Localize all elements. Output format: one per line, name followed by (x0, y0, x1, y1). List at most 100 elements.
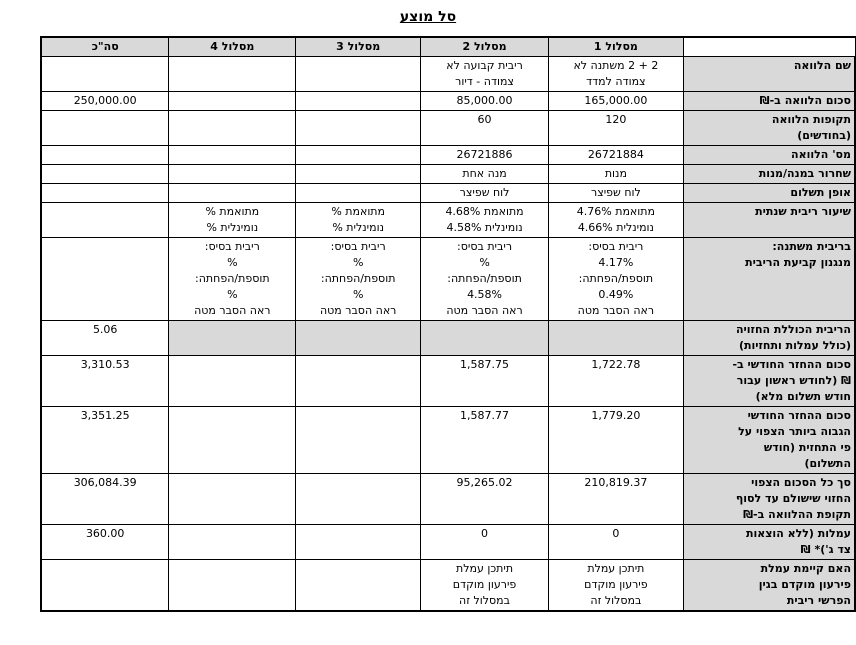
table-cell: ריבית בסיס: % תוספת/הפחתה: % ראה הסבר מט… (168, 237, 297, 321)
table-cell (168, 145, 297, 165)
table-cell: מנה אחת (420, 164, 549, 184)
table-header-row: מסלול 1 מסלול 2 מסלול 3 מסלול 4 סה"כ (40, 36, 856, 57)
table-cell (295, 91, 422, 111)
table-cell (295, 110, 422, 146)
row-label: בריבית משתנה: מנגנון קביעת הריבית (682, 237, 856, 321)
table-cell (40, 56, 170, 92)
table-cell: 3,310.53 (40, 355, 170, 407)
table-cell (295, 524, 422, 560)
table-cell (295, 355, 422, 407)
table-cell (168, 355, 297, 407)
header-track3: מסלול 3 (295, 36, 422, 57)
table-cell (168, 91, 297, 111)
table-cell (168, 559, 297, 612)
table-cell: 5.06 (40, 320, 170, 356)
table-cell: לוח שפיצר (547, 183, 684, 203)
row-loan-periods: תקופות הלוואה (בחודשים) 120 60 (40, 110, 856, 146)
table-cell: 95,265.02 (420, 473, 549, 525)
page-title: סל מוצע (399, 9, 457, 25)
table-cell (40, 237, 170, 321)
table-cell: 26721884 (547, 145, 684, 165)
row-label: מס' הלוואה (682, 145, 856, 165)
row-label: הריבית הכוללת החזויה (כולל עמלות ותחזיות… (682, 320, 856, 356)
table-cell (168, 473, 297, 525)
table-cell: 165,000.00 (547, 91, 684, 111)
table-cell-shaded (168, 320, 297, 356)
table-cell: ריבית בסיס: % תוספת/הפחתה: 4.58% ראה הסב… (420, 237, 549, 321)
table-cell: מתואמת 4.76% נומינלית 4.66% (547, 202, 684, 238)
table-cell: מתואמת % נומינלית % (295, 202, 422, 238)
row-monthly-repayment: סכום ההחזר החודשי ב- ₪ (לחודש ראשון עבור… (40, 355, 856, 407)
table-cell (40, 110, 170, 146)
row-total-expected-interest: הריבית הכוללת החזויה (כולל עמלות ותחזיות… (40, 320, 856, 356)
row-highest-monthly-repayment: סכום ההחזר החודשי הגבוה ביותר הצפוי על פ… (40, 406, 856, 474)
table-cell: 1,779.20 (547, 406, 684, 474)
header-track1: מסלול 1 (547, 36, 684, 57)
table-cell (40, 183, 170, 203)
row-label: עמלות (ללא הוצאות צד ג')* ₪ (682, 524, 856, 560)
table-cell (168, 524, 297, 560)
table-cell (295, 406, 422, 474)
table-cell (40, 559, 170, 612)
row-label: האם קיימת עמלת פירעון מוקדם בגין הפרשי ר… (682, 559, 856, 612)
row-loan-amount: סכום הלוואה ב-₪ 165,000.00 85,000.00 250… (40, 91, 856, 111)
table-cell: 60 (420, 110, 549, 146)
row-fees: עמלות (ללא הוצאות צד ג')* ₪ 0 0 360.00 (40, 524, 856, 560)
table-cell (295, 56, 422, 92)
row-label: אופן תשלום (682, 183, 856, 203)
table-cell: 1,587.75 (420, 355, 549, 407)
table-cell (40, 145, 170, 165)
row-label: סכום הלוואה ב-₪ (682, 91, 856, 111)
row-variable-rate-mechanism: בריבית משתנה: מנגנון קביעת הריבית ריבית … (40, 237, 856, 321)
table-cell (295, 164, 422, 184)
table-cell (40, 202, 170, 238)
header-corner-cell (682, 36, 856, 57)
table-cell: תיתכן עמלת פירעון מוקדם במסלול זה (420, 559, 549, 612)
table-cell (168, 406, 297, 474)
table-cell-shaded (547, 320, 684, 356)
table-cell: 210,819.37 (547, 473, 684, 525)
table-cell: תיתכן עמלת פירעון מוקדם במסלול זה (547, 559, 684, 612)
row-loan-number: מס' הלוואה 26721884 26721886 (40, 145, 856, 165)
table-cell (295, 473, 422, 525)
table-cell: 1,587.77 (420, 406, 549, 474)
table-cell: 1,722.78 (547, 355, 684, 407)
table-cell: 360.00 (40, 524, 170, 560)
table-cell: 250,000.00 (40, 91, 170, 111)
table-cell: מתואמת % נומינלית % (168, 202, 297, 238)
table-cell: 85,000.00 (420, 91, 549, 111)
table-cell: ריבית קבועה לא צמודה - דיור (420, 56, 549, 92)
table-cell: 3,351.25 (40, 406, 170, 474)
row-label: שחרור במנה/מנות (682, 164, 856, 184)
row-early-repayment-fee: האם קיימת עמלת פירעון מוקדם בגין הפרשי ר… (40, 559, 856, 612)
table-cell (168, 164, 297, 184)
row-label: שיעור ריבית שנתית (682, 202, 856, 238)
table-cell (168, 56, 297, 92)
header-track2: מסלול 2 (420, 36, 549, 57)
row-loan-name: שם הלוואה 2 + 2 משתנה לא צמודה למדד ריבי… (40, 56, 856, 92)
row-release-portions: שחרור במנה/מנות מנות מנה אחת (40, 164, 856, 184)
table-cell (295, 145, 422, 165)
header-total: סה"כ (40, 36, 170, 57)
table-cell: ריבית בסיס: % תוספת/הפחתה: % ראה הסבר מט… (295, 237, 422, 321)
table-cell (295, 183, 422, 203)
table-cell (168, 110, 297, 146)
table-cell: 2 + 2 משתנה לא צמודה למדד (547, 56, 684, 92)
table-cell: 0 (420, 524, 549, 560)
table-cell: ריבית בסיס: 4.17% תוספת/הפחתה: 0.49% ראה… (547, 237, 684, 321)
row-label: סך כל הסכום הצפוי החזוי שישולם עד לסוף ת… (682, 473, 856, 525)
header-track4: מסלול 4 (168, 36, 297, 57)
table-cell: 0 (547, 524, 684, 560)
loan-offer-table: מסלול 1 מסלול 2 מסלול 3 מסלול 4 סה"כ שם … (40, 36, 856, 612)
row-label: שם הלוואה (682, 56, 856, 92)
table-cell-shaded (420, 320, 549, 356)
row-annual-interest-rate: שיעור ריבית שנתית מתואמת 4.76% נומינלית … (40, 202, 856, 238)
table-cell: 120 (547, 110, 684, 146)
row-payment-method: אופן תשלום לוח שפיצר לוח שפיצר (40, 183, 856, 203)
table-cell: 26721886 (420, 145, 549, 165)
table-cell: לוח שפיצר (420, 183, 549, 203)
table-cell (295, 559, 422, 612)
row-label: סכום ההחזר החודשי ב- ₪ (לחודש ראשון עבור… (682, 355, 856, 407)
row-label: סכום ההחזר החודשי הגבוה ביותר הצפוי על פ… (682, 406, 856, 474)
table-cell (40, 164, 170, 184)
